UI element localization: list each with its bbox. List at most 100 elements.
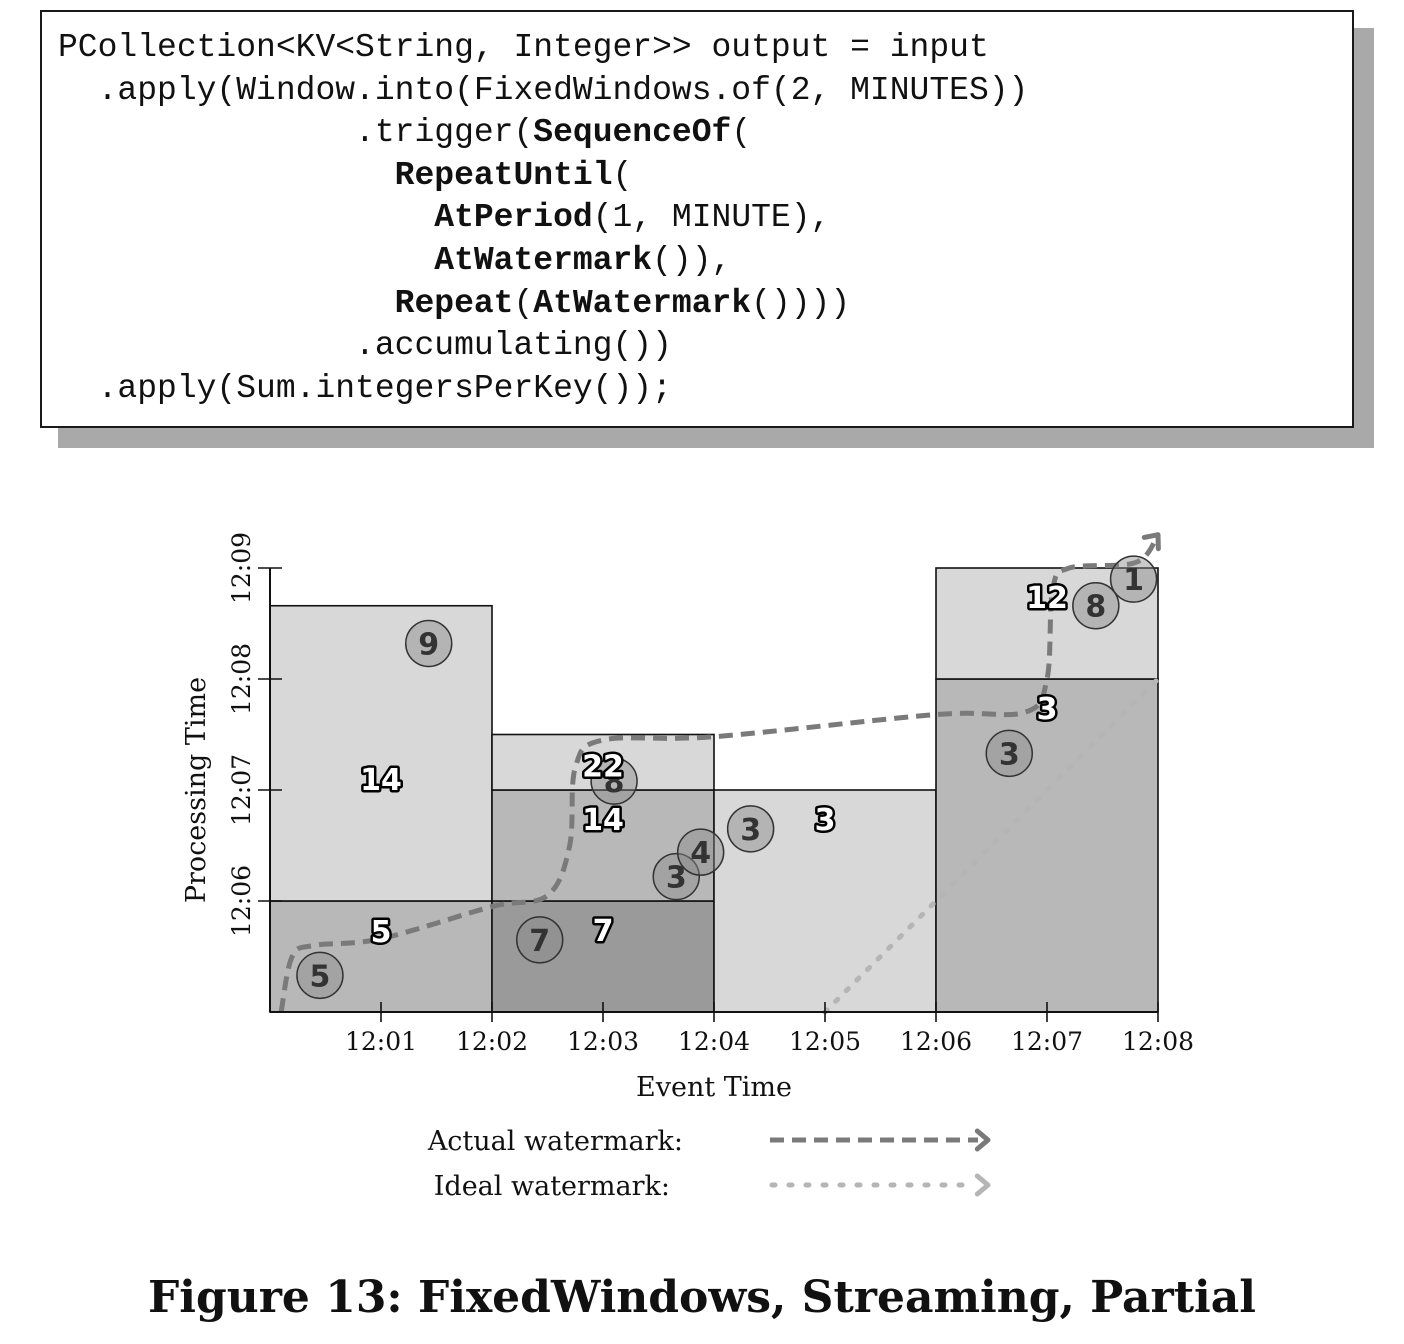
x-tick-label: 12:06 (900, 1027, 972, 1056)
legend-arrow-actual (974, 1128, 991, 1152)
code-text (58, 199, 434, 236)
pane-result-label: 14 (360, 763, 402, 798)
pane-result-label: 3 (815, 803, 836, 838)
actual-watermark-layer (278, 532, 1161, 1013)
data-point-value: 8 (604, 765, 625, 800)
data-point-circle (726, 805, 775, 853)
code-line: Repeat(AtWatermark()))) (58, 284, 851, 324)
code-line: RepeatUntil( (58, 156, 633, 196)
code-text: .apply(Window.into(FixedWindows.of(2, MI… (58, 71, 1029, 109)
code-text: ( (612, 156, 633, 194)
actual-watermark-line (278, 533, 1161, 1013)
code-line: .trigger(SequenceOf( (58, 113, 751, 153)
legend-label-actual: Actual watermark: (427, 1126, 683, 1157)
code-text (58, 157, 395, 194)
code-text: PCollection<KV<String, Integer>> output … (58, 29, 989, 66)
data-point-circle (1109, 555, 1158, 603)
code-text: ()), (652, 242, 732, 279)
code-keyword: AtPeriod (434, 199, 593, 237)
y-axis-title: Processing Time (181, 677, 212, 903)
data-point-value: 7 (529, 924, 550, 959)
data-point: 4 (676, 828, 725, 876)
data-point-circle (515, 916, 564, 964)
x-tick-label: 12:01 (345, 1027, 417, 1056)
y-tick-label: 12:09 (227, 532, 256, 604)
pane-result-label: 5 (371, 915, 392, 950)
actual-watermark-arrow (1141, 532, 1161, 552)
data-point: 7 (515, 916, 564, 964)
data-point-circle (296, 951, 344, 1000)
code-text: .accumulating()) (58, 327, 672, 365)
panes-layer (269, 567, 1159, 1013)
data-point: 3 (726, 805, 775, 853)
x-tick-label: 12:07 (1011, 1027, 1083, 1056)
data-point-value: 3 (666, 861, 687, 896)
code-text: (1, MINUTE), (592, 199, 831, 237)
y-tick-label: 12:06 (227, 865, 256, 937)
data-point: 3 (985, 729, 1034, 778)
x-tick-label: 12:08 (1122, 1027, 1194, 1056)
code-keyword: RepeatUntil (394, 156, 613, 194)
y-tick-label: 12:07 (227, 754, 256, 826)
x-tick-label: 12:02 (456, 1027, 528, 1056)
code-text: ( (731, 114, 752, 152)
pane-result-label: 12 (1026, 581, 1068, 616)
code-keyword: SequenceOf (533, 114, 732, 152)
pane-result-label: 22 (582, 750, 624, 785)
pane-result-label: 7 (593, 914, 614, 949)
pane-rect (491, 733, 715, 791)
code-text (58, 242, 434, 279)
axes-layer: 12:01 12:02 12:03 12:04 12:05 12:06 12:07 12:08… (227, 532, 1194, 1056)
code-text: ( (513, 284, 534, 322)
data-point: 3 (652, 852, 701, 901)
pane-result-label: 3 (1037, 692, 1058, 727)
code-keyword: AtWatermark (533, 284, 752, 322)
figure-caption: Figure 13: FixedWindows, Streaming, Part… (148, 1272, 1256, 1323)
code-text: .trigger( (58, 114, 534, 152)
ideal-watermark-line (822, 676, 1161, 1015)
code-listing (40, 10, 1354, 428)
y-tick-label: 12:08 (227, 643, 256, 715)
data-point: 8 (590, 757, 638, 805)
x-tick-label: 12:03 (567, 1027, 639, 1056)
pane-rect (935, 678, 1159, 1013)
data-point-circle (676, 828, 725, 876)
legend-label-ideal: Ideal watermark: (434, 1171, 670, 1202)
code-line: .apply(Sum.integersPerKey()); (58, 369, 672, 409)
data-point-value: 9 (418, 627, 439, 662)
data-point-value: 3 (740, 813, 761, 848)
legend-swatch-ideal (769, 1173, 991, 1197)
code-text: .apply(Sum.integersPerKey()); (58, 369, 672, 407)
data-point: 9 (404, 619, 453, 668)
data-point-circle (404, 619, 453, 668)
code-text (58, 285, 395, 322)
data-point-circle (590, 757, 638, 805)
data-point-value: 4 (690, 836, 711, 871)
data-point: 5 (296, 951, 344, 1000)
code-keyword: Repeat (394, 284, 514, 322)
code-line: .accumulating()) (58, 326, 672, 366)
data-point-value: 8 (1085, 590, 1106, 625)
x-axis-title: Event Time (636, 1072, 792, 1103)
data-point-value: 5 (310, 959, 331, 994)
data-point: 8 (1072, 581, 1120, 630)
code-line: AtPeriod(1, MINUTE), (58, 198, 830, 238)
code-line: PCollection<KV<String, Integer>> output … (58, 28, 989, 68)
ideal-watermark-layer (822, 676, 1161, 1015)
code-text: ()))) (751, 284, 851, 322)
data-point-circle (985, 729, 1034, 778)
data-point-circle (652, 852, 701, 901)
x-tick-label: 12:05 (789, 1027, 861, 1056)
legend-swatch-actual (770, 1128, 991, 1152)
pane-rect (935, 567, 1159, 680)
data-point-value: 1 (1123, 563, 1144, 598)
code-keyword: AtWatermark (434, 242, 653, 279)
code-line: .apply(Window.into(FixedWindows.of(2, MI… (58, 71, 1029, 111)
data-point: 1 (1109, 555, 1158, 603)
legend: Actual watermark: Ideal watermark: (427, 1126, 991, 1202)
data-point-value: 3 (999, 737, 1020, 772)
data-point-circle (1072, 581, 1120, 630)
